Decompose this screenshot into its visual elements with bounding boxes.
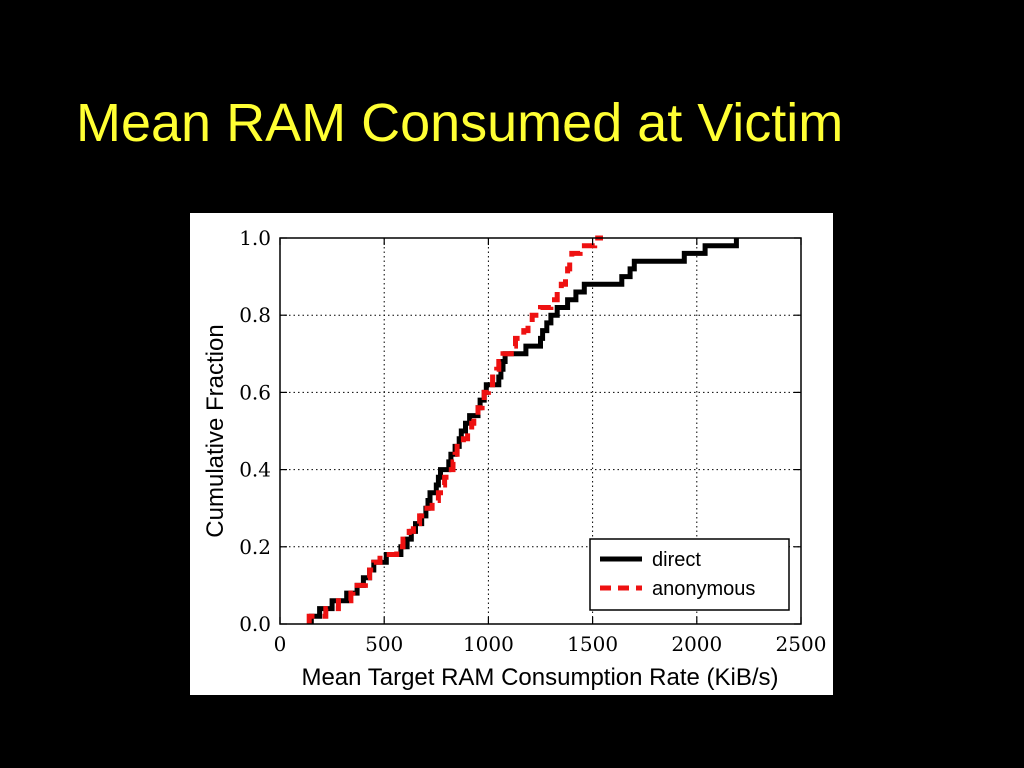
y-tick-label: 0.2 — [239, 535, 271, 559]
slide-title: Mean RAM Consumed at Victim — [76, 93, 844, 153]
x-tick-label: 0 — [274, 632, 287, 656]
x-axis-title: Mean Target RAM Consumption Rate (KiB/s) — [301, 664, 778, 691]
plot-frame — [279, 237, 802, 625]
cdf-chart: 0 500 1000 1500 2000 2500 0.0 0.2 0.4 0.6 0.8 1.0 M… — [202, 226, 826, 691]
x-tick-label: 2500 — [776, 632, 827, 656]
x-tick-label: 500 — [365, 632, 403, 656]
x-tick-label: 2000 — [671, 632, 722, 656]
chart-figure: 0 500 1000 1500 2000 2500 0.0 0.2 0.4 0.6 0.8 1.0 M… — [190, 213, 833, 695]
x-tick-label: 1500 — [567, 632, 618, 656]
y-axis-title: Cumulative Fraction — [202, 324, 229, 537]
legend: direct anonymous — [589, 538, 790, 611]
y-tick-label: 0.6 — [239, 380, 271, 404]
y-tick-label: 0.0 — [239, 612, 271, 636]
legend-box — [589, 538, 790, 611]
legend-label-anonymous: anonymous — [652, 578, 755, 600]
series-line-direct — [308, 238, 739, 624]
legend-label-direct: direct — [652, 549, 701, 571]
plot-series — [306, 235, 739, 624]
axis-ticks: 0 500 1000 1500 2000 2500 0.0 0.2 0.4 0.6 0.8 1.0 — [239, 226, 826, 656]
x-tick-label: 1000 — [463, 632, 514, 656]
grid-lines — [280, 238, 801, 624]
series-line-anonymous — [306, 235, 603, 624]
y-tick-label: 0.8 — [239, 303, 271, 327]
y-tick-label: 0.4 — [239, 458, 271, 482]
y-tick-label: 1.0 — [239, 226, 271, 250]
